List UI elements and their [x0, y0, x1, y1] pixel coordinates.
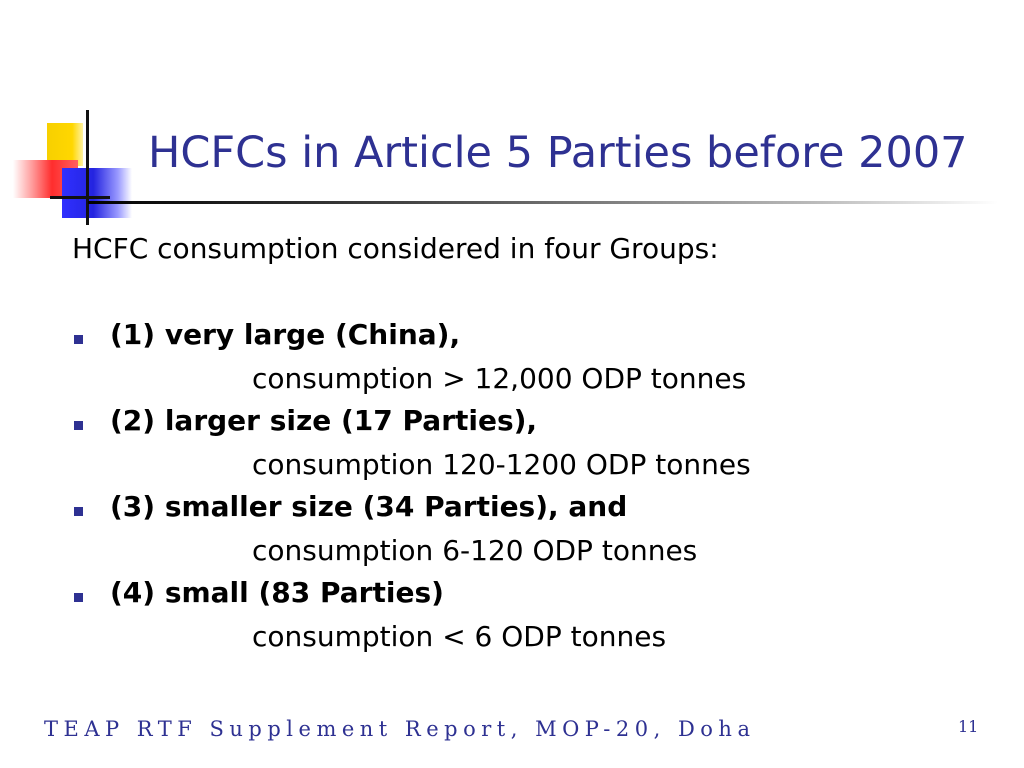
group-detail: consumption > 12,000 ODP tonnes [252, 362, 747, 395]
vertical-line-decoration [86, 110, 89, 225]
group-detail: consumption 6-120 ODP tonnes [252, 534, 698, 567]
group-heading: (2) larger size (17 Parties), [110, 404, 538, 437]
group-heading: (3) smaller size (34 Parties), and [110, 490, 628, 523]
bullet-icon [74, 335, 83, 344]
group-heading: (1) very large (China), [110, 318, 461, 351]
group-heading: (4) small (83 Parties) [110, 576, 444, 609]
group-detail: consumption 120-1200 ODP tonnes [252, 448, 751, 481]
blue-square-decoration [62, 168, 132, 218]
horizontal-line-decoration [50, 196, 110, 199]
bullet-icon [74, 593, 83, 602]
title-underline [88, 201, 998, 204]
slide-title: HCFCs in Article 5 Parties before 2007 [148, 128, 968, 178]
group-detail: consumption < 6 ODP tonnes [252, 620, 667, 653]
title-decoration [0, 100, 150, 230]
slide-footer: TEAP RTF Supplement Report, MOP-20, Doha [44, 717, 756, 741]
bullet-icon [74, 507, 83, 516]
intro-text: HCFC consumption considered in four Grou… [72, 232, 719, 265]
yellow-square-decoration [47, 123, 83, 166]
page-number: 11 [958, 717, 979, 736]
bullet-icon [74, 421, 83, 430]
